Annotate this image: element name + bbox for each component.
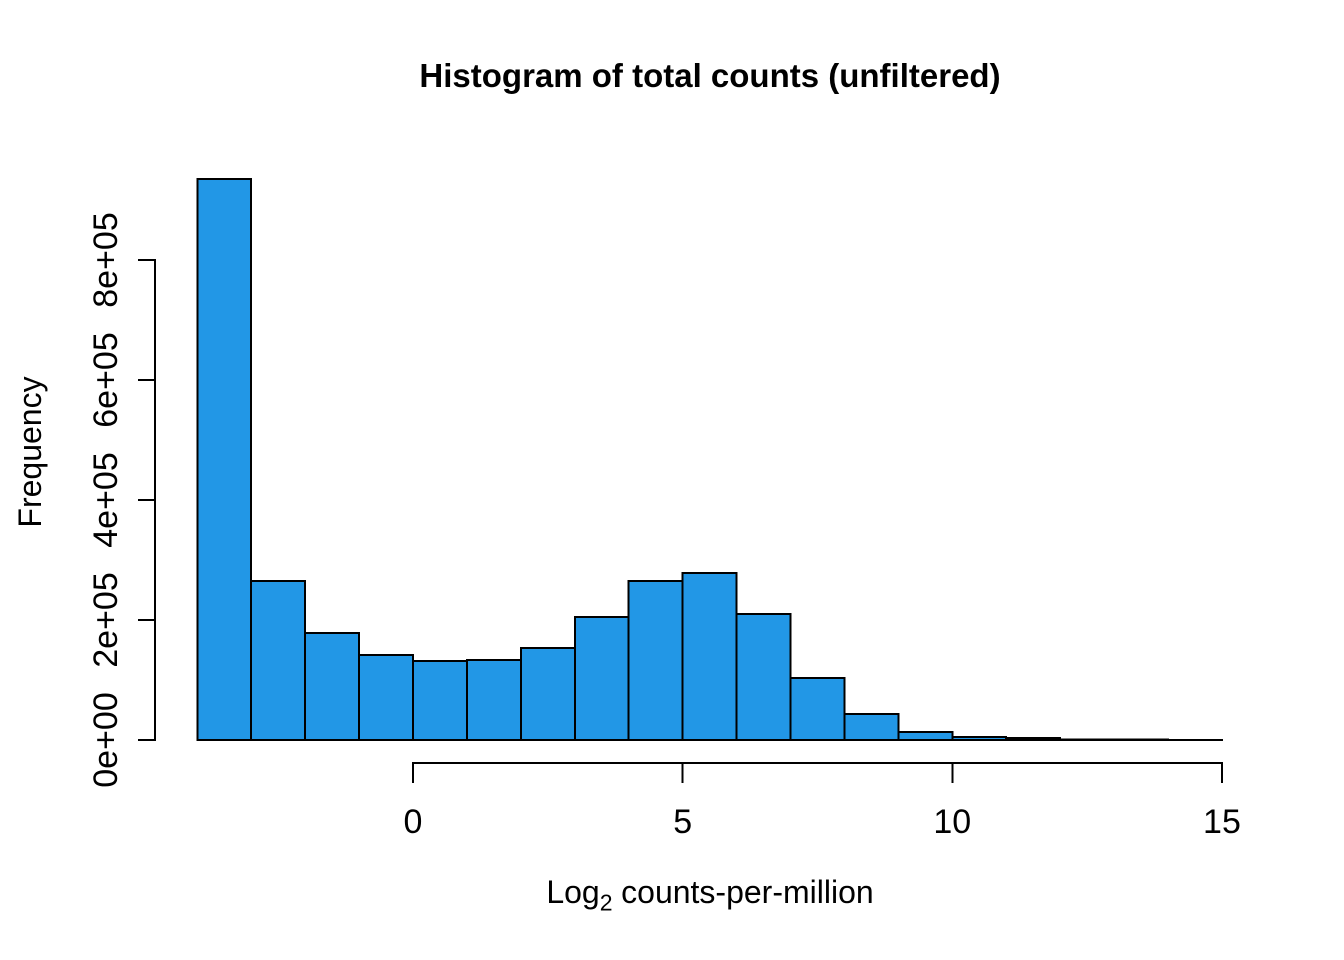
y-tick-label-1: 2e+05 [87,572,125,668]
y-tick-label-4: 8e+05 [87,212,125,308]
x-axis-label-prefix: Log [546,874,600,910]
histogram-bar-13 [897,731,954,742]
y-axis [138,259,156,741]
x-axis-label-rest: counts-per-million [621,874,874,910]
y-tick-label-0: 0e+00 [87,692,125,788]
x-tick-labels: 0 5 10 15 [404,803,1241,841]
histogram-bar-6 [519,647,576,742]
histogram-bar-2 [304,632,361,742]
histogram-bar-11 [789,677,846,742]
y-tick-labels: 0e+00 2e+05 4e+05 6e+05 8e+05 [87,212,125,788]
x-axis [412,762,1223,783]
histogram-bars [196,178,1223,742]
chart-title: Histogram of total counts (unfiltered) [419,57,1001,94]
x-tick-label-2: 10 [933,803,971,841]
x-tick-label-1: 5 [673,803,692,841]
y-tick-label-3: 6e+05 [87,332,125,428]
histogram-bar-1 [250,580,307,741]
histogram-bar-9 [681,572,738,742]
histogram-bar-7 [573,616,630,741]
y-tick-label-2: 4e+05 [87,452,125,548]
histogram-bar-15 [1005,737,1062,742]
x-axis-label-subscript: 2 [599,889,613,916]
histogram-bar-0 [196,178,253,741]
histogram-bar-3 [358,653,415,741]
histogram-bar-14 [951,736,1008,741]
x-tick-label-0: 0 [404,803,423,841]
histogram-bar-5 [465,659,522,742]
y-axis-label: Frequency [12,376,48,528]
x-axis-label: Log2 counts-per-million [546,874,874,914]
histogram-bar-8 [627,580,684,741]
histogram-bar-12 [843,713,900,742]
histogram-bar-10 [735,613,792,741]
histogram-bar-16 [1059,738,1116,742]
x-tick-label-3: 15 [1203,803,1241,841]
histogram-bar-4 [412,659,468,741]
